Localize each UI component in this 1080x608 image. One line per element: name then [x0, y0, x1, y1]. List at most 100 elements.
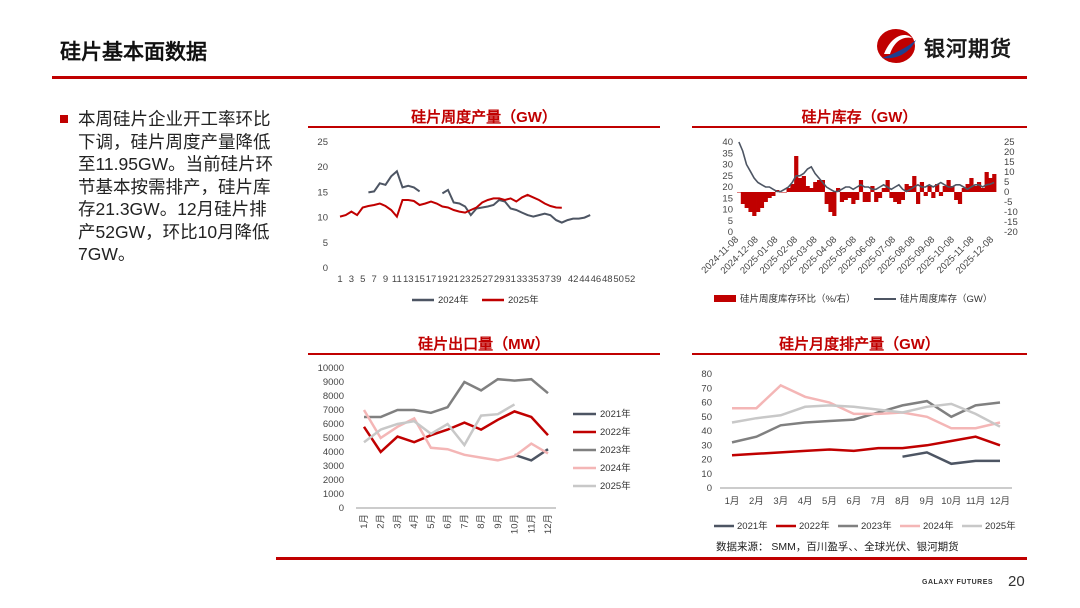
- inventory-change-bar: [893, 192, 898, 202]
- x-tick-label: 52: [625, 274, 636, 285]
- y-tick-label: 1000: [323, 489, 344, 500]
- series-line-2025年: [731, 402, 1001, 428]
- y-left-tick-label: 35: [722, 148, 733, 159]
- chart-rule-inventory: [692, 126, 1027, 128]
- x-tick-label: 8月: [895, 496, 910, 507]
- x-tick-label: 33: [517, 274, 528, 285]
- chart-rule-weekly-output: [308, 126, 660, 128]
- data-source-note: 数据来源： SMM，百川盈孚、、全球光伏、银河期货: [716, 541, 959, 553]
- chart-title-weekly-output: 硅片周度产量（GW）: [411, 109, 557, 126]
- y-tick-label: 25: [317, 137, 328, 148]
- x-tick-label: 2月: [749, 496, 764, 507]
- y-left-tick-label: 25: [722, 171, 733, 182]
- y-left-tick-label: 20: [722, 182, 733, 193]
- inventory-change-bar: [923, 192, 928, 196]
- x-tick-label: 25: [471, 274, 482, 285]
- series-line-2021年: [902, 451, 1000, 466]
- y-left-tick-label: 40: [722, 137, 733, 148]
- y-tick-label: 6000: [323, 419, 344, 430]
- footer-brand-en: GALAXY FUTURES: [922, 579, 994, 586]
- inventory-change-bar: [988, 178, 993, 192]
- x-tick-label: 10月: [510, 514, 521, 534]
- inventory-change-bar: [950, 186, 955, 192]
- inventory-change-bar: [756, 192, 761, 212]
- inventory-change-bar: [771, 192, 776, 196]
- inventory-change-bar: [797, 178, 803, 192]
- inventory-change-bar: [801, 176, 806, 192]
- inventory-change-bar: [813, 182, 818, 192]
- y-left-tick-label: 10: [722, 205, 733, 216]
- series-line-2022年: [362, 410, 549, 454]
- inventory-change-bar: [938, 192, 944, 196]
- y-tick-label: 5000: [323, 433, 344, 444]
- inventory-change-bar: [927, 186, 932, 192]
- y-tick-label: 80: [701, 369, 712, 380]
- y-tick-label: 40: [701, 426, 712, 437]
- legend-label: 2023年: [600, 444, 631, 456]
- inventory-change-bar: [957, 192, 963, 204]
- inventory-change-bar: [912, 176, 917, 192]
- x-tick-label: 37: [539, 274, 550, 285]
- x-tick-label: 48: [602, 274, 613, 285]
- x-tick-label: 23: [460, 274, 471, 285]
- y-right-tick-label: -10: [1004, 207, 1018, 218]
- x-tick-label: 15: [414, 274, 425, 285]
- x-tick-label: 2月: [376, 514, 387, 529]
- x-tick-label: 5月: [426, 514, 437, 529]
- y-tick-label: 30: [701, 440, 712, 451]
- x-tick-label: 46: [591, 274, 602, 285]
- chart-title-inventory: 硅片库存（GW）: [801, 109, 918, 126]
- inventory-change-bar: [961, 188, 966, 192]
- inventory-change-bar: [763, 192, 768, 202]
- inventory-change-bar: [973, 186, 978, 192]
- x-tick-label: 6月: [443, 514, 454, 529]
- inventory-line: [738, 141, 995, 193]
- inventory-change-bar: [881, 188, 886, 192]
- y-tick-label: 20: [701, 455, 712, 466]
- inventory-change-bar: [839, 192, 845, 202]
- inventory-change-bar: [836, 188, 841, 192]
- y-left-tick-label: 0: [728, 227, 733, 238]
- legend-label: 2024年: [438, 294, 469, 306]
- galaxy-logo-icon: [877, 29, 916, 63]
- y-tick-label: 15: [317, 187, 328, 198]
- inventory-change-bar: [843, 192, 848, 200]
- y-tick-label: 8000: [323, 391, 344, 402]
- inventory-change-bar: [794, 156, 799, 192]
- x-tick-label: 11月: [526, 514, 537, 533]
- bullet-square-icon: [60, 115, 68, 123]
- y-right-tick-label: 5: [1004, 177, 1009, 188]
- inventory-change-bar: [786, 188, 791, 192]
- x-tick-label: 4月: [409, 514, 420, 529]
- series-line-2024年: [368, 169, 591, 224]
- x-tick-label: 44: [579, 274, 590, 285]
- legend-label: 2024年: [923, 520, 954, 532]
- series-line-2021年: [514, 448, 549, 462]
- brand-name: 银河期货: [924, 38, 1012, 61]
- y-tick-label: 0: [339, 503, 344, 514]
- inventory-change-bar: [862, 192, 867, 202]
- page-number: 20: [1008, 573, 1025, 590]
- series-line-2023年: [364, 377, 549, 419]
- x-tick-label: 39: [551, 274, 562, 285]
- inventory-change-bar: [855, 192, 860, 200]
- x-tick-label: 27: [483, 274, 494, 285]
- inventory-change-bar: [847, 192, 852, 198]
- x-tick-label: 7: [371, 274, 376, 285]
- series-line-2024年: [362, 409, 549, 462]
- legend-label: 2021年: [737, 520, 768, 532]
- x-tick-label: 5月: [822, 496, 837, 507]
- legend-label: 2021年: [600, 408, 631, 420]
- series-line-2023年: [731, 399, 1001, 444]
- y-tick-label: 20: [317, 162, 328, 173]
- y-right-tick-label: 20: [1004, 147, 1015, 158]
- inventory-change-bar: [858, 180, 864, 192]
- x-tick-label: 3月: [392, 514, 403, 529]
- inventory-change-bar: [809, 188, 814, 192]
- series-line-2022年: [731, 435, 1001, 457]
- x-tick-label: 42: [568, 274, 579, 285]
- inventory-change-bar: [885, 180, 890, 192]
- x-tick-label: 9月: [493, 514, 504, 529]
- y-tick-label: 3000: [323, 461, 344, 472]
